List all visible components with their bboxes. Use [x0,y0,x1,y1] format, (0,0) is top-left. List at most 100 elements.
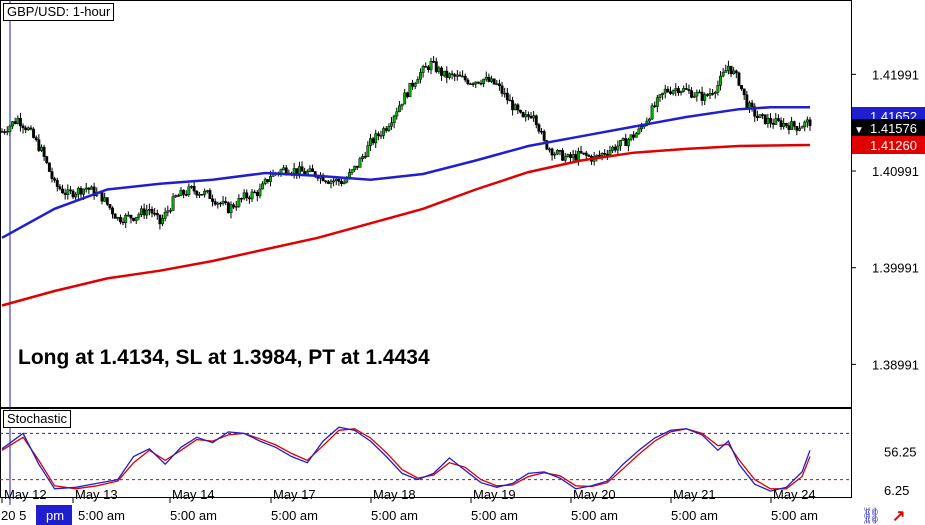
candle-body [734,70,738,74]
candle-body [455,74,459,77]
candle-body [53,178,57,181]
date-label: May 13 [75,487,118,502]
candle-body [303,171,307,175]
candle-body [432,61,436,63]
candle-body [105,197,109,205]
candle-body [0,131,4,133]
candle-body [750,102,754,107]
candle-body [171,196,175,211]
candle-body [511,100,515,111]
candle-body [392,115,396,123]
stochastic-tick-label: 6.25 [884,483,909,498]
stochastic-pane [0,408,852,498]
candle-body [242,192,246,199]
candle-body [476,81,480,84]
candle-body [111,207,114,215]
time-cell [0,505,35,525]
time-label: 5:00 am [78,508,125,523]
candle-body [124,214,128,223]
candle-body [655,97,659,107]
date-label: May 18 [373,487,416,502]
candle-body [600,153,604,156]
candle-body [203,190,207,195]
candle-body [571,154,575,158]
candle-body [79,187,83,195]
candle-body [363,156,367,158]
candle-body [13,121,17,124]
candle-body [153,213,157,215]
candle-body [453,74,457,77]
candle-body [519,109,522,113]
candle-body [379,135,383,137]
candle-body [540,131,543,133]
candle-body [166,210,170,213]
time-label: 5:00 am [271,508,318,523]
candle-body [669,91,672,94]
candle-body [129,214,133,219]
candle-body [790,121,794,130]
candle-body [553,153,557,156]
time-label: 5:00 am [671,508,718,523]
candle-body [440,67,443,76]
candle-body [521,112,525,118]
date-label: May 19 [473,487,516,502]
candle-body [613,146,617,151]
candle-body [305,171,309,175]
candle-body [558,150,562,152]
date-label: May 14 [172,487,215,502]
candle-body [147,208,151,211]
moving-average-blue [1,106,810,239]
candle-body [774,118,778,125]
candle-body [208,190,212,200]
candle-body [329,180,333,184]
candle-body [724,70,728,73]
time-label: 5:00 am [771,508,818,523]
candle-body [569,154,572,158]
candle-body [755,115,759,118]
candle-body [763,114,767,124]
candle-body [547,148,551,151]
candle-body [532,115,536,119]
candle-body [29,127,33,130]
candle-body [711,93,715,95]
candle-body [550,148,554,156]
candle-body [247,197,251,200]
candle-body [545,140,549,150]
candle-body [798,127,801,131]
candle-body [374,133,378,144]
candle-body [90,186,93,190]
candle-body [182,189,186,195]
candle-body [361,156,365,159]
candle-body [213,201,217,205]
candle-body [582,152,586,155]
candle-body [240,198,243,200]
candle-body [776,118,780,121]
candle-body [624,138,628,147]
candle-body [497,83,501,87]
candle-body [648,118,651,122]
candle-body [769,117,772,124]
candle-body [282,167,286,171]
candle-body [458,74,462,77]
candle-body [234,206,238,208]
candle-body [190,186,193,188]
candle-body [353,165,357,170]
candle-body [603,153,607,155]
candle-body [192,186,196,192]
candle-body [529,116,533,119]
time-label: 5:00 am [170,508,217,523]
candle-body [726,65,730,71]
candle-body [326,181,330,184]
candle-body [250,191,254,200]
candle-body [408,82,412,98]
candle-body [34,137,38,140]
candle-body [447,73,451,78]
candle-body [342,181,346,185]
candle-body [297,166,301,175]
candle-body [758,114,762,118]
stochastic-k-line [1,426,811,492]
candle-body [779,120,783,128]
candle-body [224,201,228,203]
candle-body [84,187,88,190]
